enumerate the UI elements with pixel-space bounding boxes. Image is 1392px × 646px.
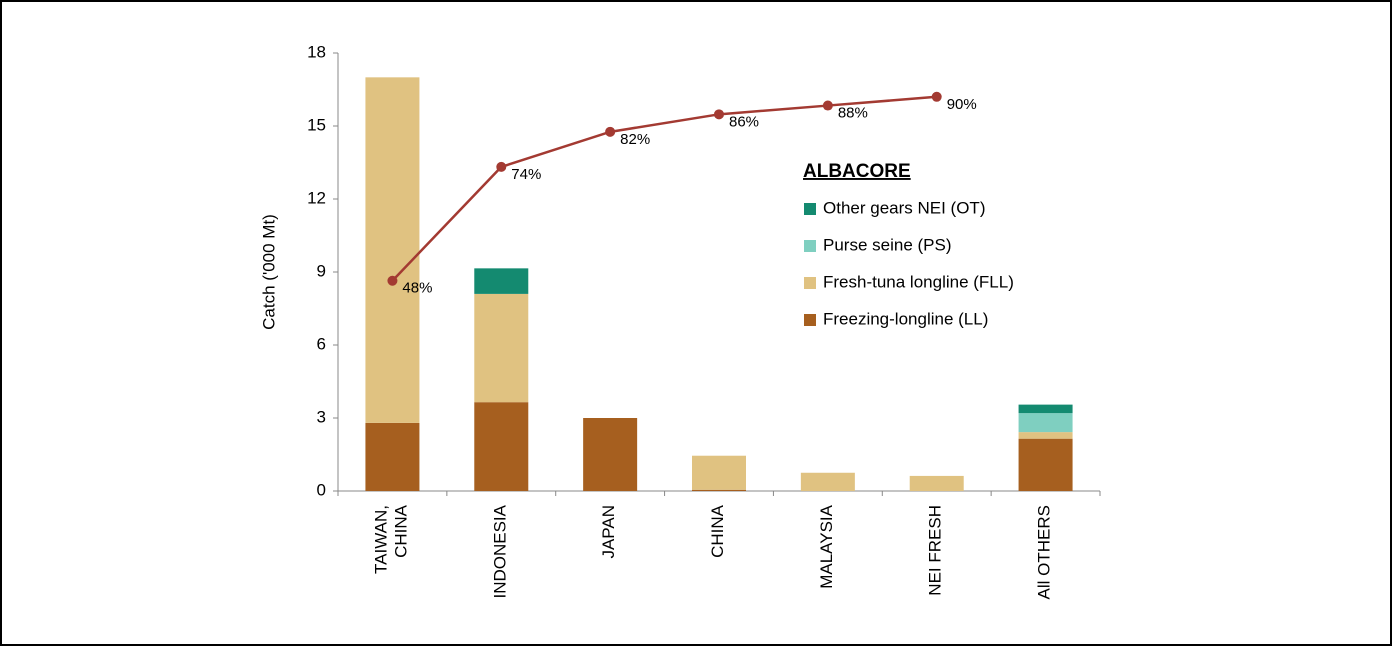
bar-segment <box>692 455 746 490</box>
line-point <box>496 161 507 172</box>
bar-segment <box>1018 432 1073 439</box>
x-tick-label: INDONESIA <box>491 504 510 598</box>
legend-swatch <box>804 314 816 326</box>
y-tick-label: 3 <box>317 407 326 426</box>
x-tick-group: TAIWAN,CHINA <box>372 504 411 574</box>
bar-segment <box>1018 413 1073 433</box>
line-point <box>605 126 616 137</box>
bar-segment <box>909 475 964 491</box>
x-tick-group: INDONESIA <box>491 504 510 598</box>
legend-swatch <box>804 240 816 252</box>
bar-segment <box>692 489 746 491</box>
line-point <box>931 91 942 102</box>
legend-swatch <box>804 203 816 215</box>
legend-label: Other gears NEI (OT) <box>823 198 985 217</box>
y-tick-label: 12 <box>307 188 326 207</box>
bar-segment <box>365 77 420 423</box>
bar-segment <box>474 293 529 403</box>
x-tick-label: MALAYSIA <box>817 504 836 588</box>
data-label: 86% <box>729 113 759 130</box>
x-tick-group: CHINA <box>708 504 727 558</box>
data-label: 90% <box>947 96 977 113</box>
x-tick-group: MALAYSIA <box>817 504 836 588</box>
y-tick-label: 9 <box>317 261 326 280</box>
y-tick-label: 6 <box>317 334 326 353</box>
bar-segment <box>474 268 529 294</box>
data-label: 88% <box>838 105 868 122</box>
x-tick-group: All OTHERS <box>1035 505 1054 599</box>
line-point <box>822 100 833 111</box>
legend-label: Freezing-longline (LL) <box>823 309 988 328</box>
legend-swatch <box>804 277 816 289</box>
x-tick-label: All OTHERS <box>1035 505 1054 599</box>
x-tick-label: CHINA <box>708 504 727 558</box>
x-tick-label: TAIWAN,CHINA <box>372 504 411 574</box>
legend-title: ALBACORE <box>803 161 911 182</box>
data-label: 82% <box>620 131 650 148</box>
line-point <box>387 275 398 286</box>
bar-segment <box>1018 404 1073 414</box>
line-point <box>714 109 724 120</box>
x-tick-label: NEI FRESH <box>926 505 945 596</box>
data-label: 48% <box>402 280 432 297</box>
data-label: 74% <box>511 166 541 183</box>
y-tick-label: 15 <box>307 115 326 134</box>
y-tick-label: 0 <box>317 480 326 499</box>
x-tick-group: NEI FRESH <box>926 505 945 596</box>
y-axis-label: Catch ('000 Mt) <box>259 214 278 330</box>
bar-segment <box>474 402 529 491</box>
bar-segment <box>800 472 855 491</box>
x-tick-label: JAPAN <box>600 505 619 559</box>
bar-segment <box>365 422 420 491</box>
legend-label: Purse seine (PS) <box>823 235 952 254</box>
bar-segment <box>1018 438 1073 491</box>
x-tick-group: JAPAN <box>600 505 619 559</box>
legend-label: Fresh-tuna longline (FLL) <box>823 272 1014 291</box>
cumulative-line <box>391 95 937 282</box>
y-tick-label: 18 <box>307 42 326 61</box>
bar-segment <box>583 418 638 491</box>
